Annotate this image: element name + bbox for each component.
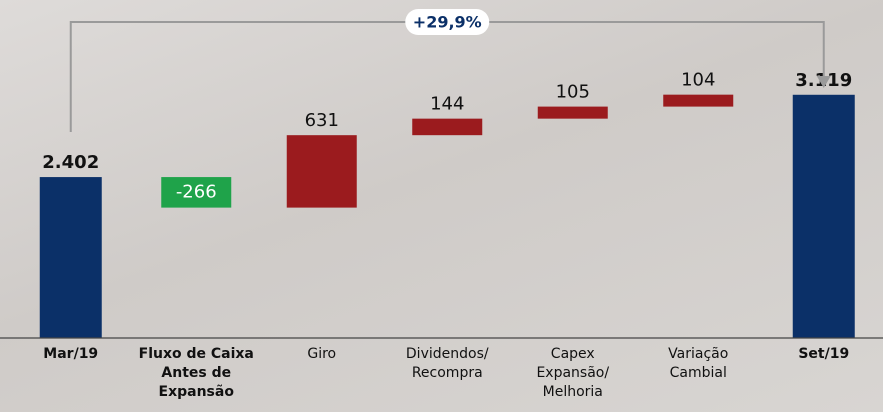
value-label: 631 (305, 110, 339, 131)
bar (792, 94, 855, 338)
value-label: 105 (556, 82, 590, 103)
category-label: Variação Cambial (668, 346, 729, 381)
category-label: Giro (307, 346, 337, 362)
bar (663, 94, 734, 107)
bar (161, 177, 232, 208)
value-label: 144 (430, 94, 464, 115)
arrowhead (816, 76, 831, 88)
annotation: +29,9% (413, 13, 482, 32)
bar (286, 135, 357, 208)
category-label: Mar/19 (43, 346, 99, 362)
category-label: Dividendos/ Recompra (405, 346, 489, 381)
value-label: 2.402 (42, 152, 99, 173)
bar (537, 106, 608, 119)
annotation-pill (405, 9, 490, 35)
bar (412, 118, 483, 136)
category-label: Capex Expansão/ Melhoria (536, 346, 610, 400)
value-label: 104 (681, 70, 715, 91)
category-label: Fluxo de Caixa Antes de Expansão (138, 346, 254, 400)
value-label: -266 (176, 181, 217, 202)
bar (39, 177, 102, 338)
category-label: Set/19 (798, 346, 850, 362)
